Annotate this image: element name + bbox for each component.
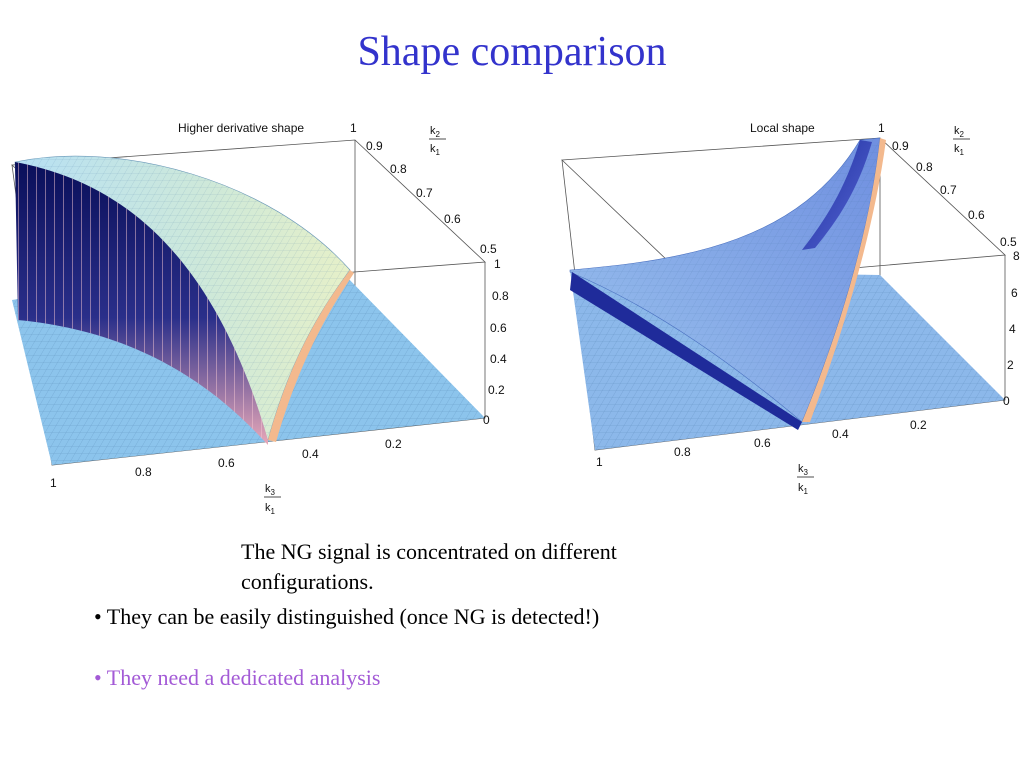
svg-text:k2: k2 bbox=[430, 125, 441, 139]
caption-text: The NG signal is concentrated on differe… bbox=[241, 539, 617, 594]
svg-text:0.8: 0.8 bbox=[674, 445, 691, 459]
plot-title: Higher derivative shape bbox=[178, 121, 304, 135]
y-axis-label: k2 k1 bbox=[429, 125, 446, 157]
svg-text:0.8: 0.8 bbox=[390, 162, 407, 176]
svg-text:0.4: 0.4 bbox=[832, 427, 849, 441]
z-axis: 8 6 4 2 0 bbox=[1003, 249, 1020, 408]
svg-text:0.6: 0.6 bbox=[754, 436, 771, 450]
x-axis: 1 0.8 0.6 0.4 0.2 k3 k1 bbox=[596, 418, 927, 496]
svg-text:k1: k1 bbox=[265, 502, 276, 516]
bullet-dedicated-analysis: • They need a dedicated analysis bbox=[94, 665, 381, 690]
svg-text:k3: k3 bbox=[798, 463, 809, 477]
z-axis: 1 0.8 0.6 0.4 0.2 0 bbox=[483, 257, 509, 427]
svg-text:0.4: 0.4 bbox=[302, 447, 319, 461]
svg-text:0.6: 0.6 bbox=[444, 212, 461, 226]
accent-ridge bbox=[802, 138, 886, 422]
plot-title: Local shape bbox=[750, 121, 815, 135]
higher-derivative-shape-plot: Higher derivative shape 1 0.9 0.8 0.7 0.… bbox=[11, 121, 509, 516]
y-axis: 1 0.9 0.8 0.7 0.6 0.5 k2 k1 bbox=[350, 121, 497, 256]
x-axis-label: k3 k1 bbox=[797, 463, 814, 496]
svg-text:1: 1 bbox=[878, 121, 885, 135]
local-shape-plot: Local shape 1 0.9 0.8 0.7 0.6 0.5 k2 k1 … bbox=[561, 121, 1020, 496]
svg-text:0.6: 0.6 bbox=[490, 321, 507, 335]
svg-text:k2: k2 bbox=[954, 125, 965, 139]
svg-text:0.4: 0.4 bbox=[490, 352, 507, 366]
svg-text:0.9: 0.9 bbox=[892, 139, 909, 153]
svg-text:1: 1 bbox=[494, 257, 501, 271]
svg-text:0.6: 0.6 bbox=[968, 208, 985, 222]
y-axis: 1 0.9 0.8 0.7 0.6 0.5 k2 k1 bbox=[878, 121, 1017, 249]
x-axis: 1 0.8 0.6 0.4 0.2 k3 k1 bbox=[50, 437, 402, 516]
svg-text:0.5: 0.5 bbox=[1000, 235, 1017, 249]
svg-text:0.8: 0.8 bbox=[492, 289, 509, 303]
svg-text:0.9: 0.9 bbox=[366, 139, 383, 153]
svg-text:1: 1 bbox=[350, 121, 357, 135]
svg-text:0.5: 0.5 bbox=[480, 242, 497, 256]
svg-text:1: 1 bbox=[596, 455, 603, 469]
bullet-distinguished: • They can be easily distinguished (once… bbox=[94, 604, 600, 629]
slide-title: Shape comparison bbox=[357, 29, 667, 75]
svg-text:2: 2 bbox=[1007, 358, 1014, 372]
y-axis-label: k2 k1 bbox=[953, 125, 970, 157]
ridge-wall bbox=[570, 272, 802, 430]
svg-text:k1: k1 bbox=[430, 143, 441, 157]
svg-text:k1: k1 bbox=[798, 482, 809, 496]
svg-text:0.8: 0.8 bbox=[916, 160, 933, 174]
svg-text:4: 4 bbox=[1009, 322, 1016, 336]
svg-text:0.7: 0.7 bbox=[940, 183, 957, 197]
svg-text:1: 1 bbox=[50, 476, 57, 490]
svg-text:8: 8 bbox=[1013, 249, 1020, 263]
accent-ridge bbox=[268, 270, 354, 442]
svg-text:0: 0 bbox=[1003, 394, 1010, 408]
svg-text:0.2: 0.2 bbox=[385, 437, 402, 451]
svg-text:k1: k1 bbox=[954, 143, 965, 157]
svg-text:k3: k3 bbox=[265, 483, 276, 497]
svg-text:0.6: 0.6 bbox=[218, 456, 235, 470]
x-axis-label: k3 k1 bbox=[264, 483, 281, 516]
svg-text:0.8: 0.8 bbox=[135, 465, 152, 479]
svg-text:0.2: 0.2 bbox=[488, 383, 505, 397]
svg-text:0.2: 0.2 bbox=[910, 418, 927, 432]
svg-text:6: 6 bbox=[1011, 286, 1018, 300]
ridge-wall-tip bbox=[802, 140, 872, 250]
svg-text:0.7: 0.7 bbox=[416, 186, 433, 200]
svg-text:0: 0 bbox=[483, 413, 490, 427]
